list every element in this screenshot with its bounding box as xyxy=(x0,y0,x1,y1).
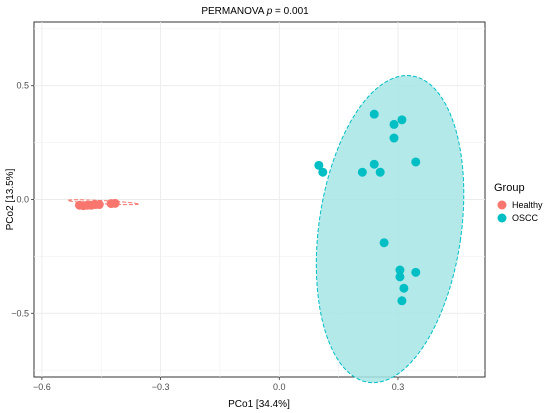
x-axis-title: PCo1 [34.4%] xyxy=(228,399,290,410)
x-tick-label: −0.3 xyxy=(152,382,170,392)
x-tick-label: 0.0 xyxy=(273,382,286,392)
legend: Group Healthy OSCC xyxy=(494,182,543,223)
healthy-legend-label: Healthy xyxy=(512,200,543,210)
healthy-point xyxy=(94,200,104,210)
oscc-legend-label: OSCC xyxy=(512,213,539,223)
y-tick-label: 0.5 xyxy=(16,81,29,91)
oscc-ellipse xyxy=(315,75,465,384)
data-points xyxy=(74,109,421,306)
oscc-point xyxy=(395,265,405,275)
oscc-point xyxy=(411,157,421,167)
oscc-point xyxy=(397,115,407,125)
oscc-point xyxy=(314,160,324,170)
oscc-point xyxy=(395,272,405,282)
chart-title: PERMANOVA p = 0.001 xyxy=(201,6,309,17)
legend-title: Group xyxy=(494,182,525,194)
healthy-legend-key xyxy=(497,200,507,210)
oscc-point xyxy=(379,238,389,248)
oscc-legend-key xyxy=(497,213,507,223)
oscc-point xyxy=(397,296,407,306)
oscc-point xyxy=(357,167,367,177)
oscc-point xyxy=(389,119,399,129)
oscc-point xyxy=(389,133,399,143)
confidence-ellipses xyxy=(67,75,465,384)
oscc-point xyxy=(318,167,328,177)
oscc-point xyxy=(375,167,385,177)
oscc-point xyxy=(399,283,409,293)
axes: −0.6 −0.3 0.0 0.3 −0.5 0.0 0.5 xyxy=(11,81,404,392)
y-axis-title: PCo2 [13.5%] xyxy=(5,168,16,230)
oscc-point xyxy=(369,109,379,119)
oscc-point xyxy=(411,267,421,277)
y-tick-label: −0.5 xyxy=(11,308,29,318)
healthy-ellipse xyxy=(67,199,140,206)
oscc-point xyxy=(369,159,379,169)
legend-entries: Healthy OSCC xyxy=(497,200,543,223)
healthy-point xyxy=(110,198,120,208)
y-tick-label: 0.0 xyxy=(16,195,29,205)
x-tick-label: −0.6 xyxy=(33,382,51,392)
x-tick-label: 0.3 xyxy=(392,382,405,392)
